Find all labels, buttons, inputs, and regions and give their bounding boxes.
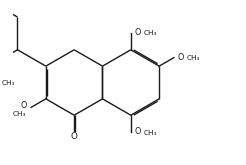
Text: CH₃: CH₃ [13, 111, 27, 117]
Text: O: O [71, 132, 77, 141]
Text: O: O [178, 53, 184, 62]
Text: CH₃: CH₃ [143, 130, 157, 136]
Text: CH₃: CH₃ [186, 55, 200, 61]
Text: O: O [135, 127, 141, 136]
Text: CH₃: CH₃ [143, 30, 157, 36]
Text: O: O [21, 101, 27, 110]
Text: O: O [135, 28, 141, 37]
Text: CH₃: CH₃ [1, 81, 15, 86]
